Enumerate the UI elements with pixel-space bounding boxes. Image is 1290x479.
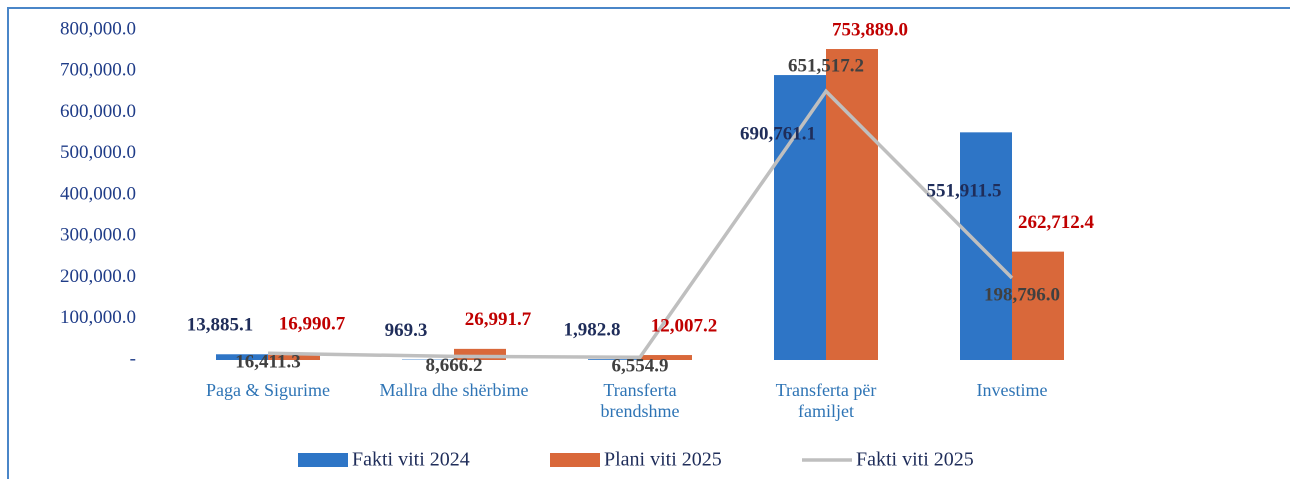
legend-swatch xyxy=(550,453,600,467)
data-label: 262,712.4 xyxy=(1018,212,1095,233)
y-tick-label: 300,000.0 xyxy=(60,225,136,246)
data-label: 198,796.0 xyxy=(984,284,1060,305)
data-label: 12,007.2 xyxy=(651,315,718,336)
data-label: 651,517.2 xyxy=(788,56,864,77)
bar xyxy=(826,49,878,361)
frame xyxy=(7,7,1290,479)
x-tick-label: Transferta brendshme xyxy=(600,380,680,421)
x-tick-label: Transferta për familjet xyxy=(775,380,877,421)
x-tick-label: Paga & Sigurime xyxy=(206,380,330,400)
data-label: 1,982.8 xyxy=(564,320,621,341)
y-tick-label: - xyxy=(130,348,136,369)
bar xyxy=(1012,251,1064,360)
data-label: 8,666.2 xyxy=(426,355,483,376)
data-label: 690,761.1 xyxy=(740,123,816,144)
legend-label: Fakti viti 2025 xyxy=(856,449,974,471)
data-label: 13,885.1 xyxy=(187,315,254,336)
legend-label: Plani viti 2025 xyxy=(604,449,722,471)
data-label: 6,554.9 xyxy=(612,356,669,377)
y-tick-label: 600,000.0 xyxy=(60,101,136,122)
legend-swatch xyxy=(298,453,348,467)
y-tick-label: 700,000.0 xyxy=(60,60,136,81)
data-label: 16,990.7 xyxy=(279,313,346,334)
data-label: 16,411.3 xyxy=(235,352,300,373)
bar xyxy=(268,352,320,360)
bar xyxy=(960,132,1012,360)
y-tick-label: 400,000.0 xyxy=(60,183,136,204)
data-label: 969.3 xyxy=(385,320,428,341)
bar xyxy=(774,75,826,361)
y-tick-label: 200,000.0 xyxy=(60,266,136,287)
bar xyxy=(588,359,640,360)
y-tick-label: 100,000.0 xyxy=(60,307,136,328)
data-label: 551,911.5 xyxy=(927,181,1002,202)
data-label: 26,991.7 xyxy=(465,309,532,330)
bar xyxy=(640,355,692,360)
y-tick-label: 500,000.0 xyxy=(60,142,136,163)
y-tick-label: 800,000.0 xyxy=(60,18,136,39)
x-tick-label: Investime xyxy=(976,380,1048,400)
bar xyxy=(216,354,268,360)
data-label: 753,889.0 xyxy=(832,19,908,40)
bar xyxy=(454,348,506,360)
line xyxy=(267,88,1014,360)
x-tick-label: Mallra dhe shërbime xyxy=(379,380,529,400)
legend-label: Fakti viti 2024 xyxy=(352,449,470,471)
